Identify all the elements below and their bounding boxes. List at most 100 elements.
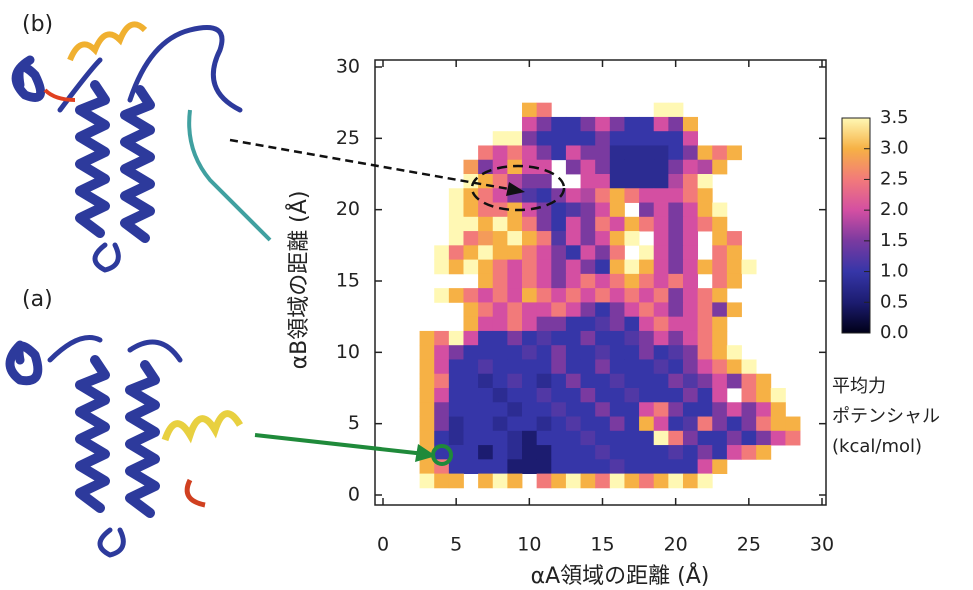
heatmap-cell <box>507 302 522 317</box>
heatmap-cell <box>683 245 698 260</box>
heatmap-cell <box>668 302 683 317</box>
heatmap-cell <box>624 417 639 432</box>
heatmap-cell <box>683 231 698 246</box>
heatmap-cell <box>566 245 581 260</box>
heatmap-cell <box>668 217 683 232</box>
heatmap-cell <box>493 474 508 489</box>
heatmap-cell <box>581 260 596 275</box>
heatmap-cell <box>712 459 727 474</box>
heatmap-cell <box>624 445 639 460</box>
heatmap-cell <box>756 431 771 446</box>
heatmap-cell <box>698 317 713 332</box>
heatmap-cell <box>463 417 478 432</box>
heatmap-cell <box>478 231 493 246</box>
heatmap-cell <box>712 160 727 175</box>
heatmap-cell <box>624 345 639 360</box>
heatmap-cell <box>624 117 639 132</box>
heatmap-cell <box>581 288 596 303</box>
heatmap-cell <box>624 317 639 332</box>
heatmap-cell <box>581 188 596 203</box>
heatmap-cell <box>493 345 508 360</box>
heatmap-cell <box>668 117 683 132</box>
heatmap-cell <box>683 217 698 232</box>
heatmap-cell <box>654 217 669 232</box>
heatmap-cell <box>698 402 713 417</box>
heatmap-cell <box>551 402 566 417</box>
heatmap-cell <box>434 245 449 260</box>
heatmap-cell <box>654 374 669 389</box>
heatmap-cell <box>610 317 625 332</box>
heatmap-cell <box>712 359 727 374</box>
heatmap-cell <box>683 174 698 189</box>
heatmap-cell <box>654 260 669 275</box>
heatmap-cell <box>537 317 552 332</box>
heatmap-cell <box>595 402 610 417</box>
heatmap-cell <box>785 417 800 432</box>
heatmap-cell <box>522 231 537 246</box>
heatmap-cell <box>668 245 683 260</box>
heatmap-cell <box>493 145 508 160</box>
heatmap-cell <box>551 217 566 232</box>
heatmap-cell <box>507 374 522 389</box>
colorbar-tick-label: 1.5 <box>880 230 909 251</box>
heatmap-cell <box>668 417 683 432</box>
heatmap-cell <box>551 274 566 289</box>
heatmap-cell <box>742 359 757 374</box>
heatmap-cell <box>639 374 654 389</box>
heatmap-cell <box>610 274 625 289</box>
heatmap-cell <box>493 374 508 389</box>
heatmap-cell <box>595 431 610 446</box>
heatmap-cell <box>610 260 625 275</box>
heatmap-cell <box>624 274 639 289</box>
heatmap-cell <box>507 245 522 260</box>
heatmap-cell <box>522 459 537 474</box>
heatmap-cell <box>551 131 566 146</box>
heatmap-cell <box>522 145 537 160</box>
heatmap-cell <box>742 445 757 460</box>
heatmap-cell <box>566 374 581 389</box>
heatmap-cell <box>493 231 508 246</box>
heatmap-cell <box>698 445 713 460</box>
heatmap-cell <box>434 402 449 417</box>
heatmap-cell <box>449 203 464 218</box>
heatmap-cell <box>639 459 654 474</box>
heatmap-cell <box>420 388 435 403</box>
heatmap-cell <box>522 188 537 203</box>
y-tick-label: 30 <box>336 56 360 78</box>
colorbar-label: ポテンシャル <box>832 406 940 427</box>
heatmap-cell <box>581 131 596 146</box>
heatmap-cell <box>668 260 683 275</box>
heatmap-cell <box>493 260 508 275</box>
heatmap-cell <box>654 245 669 260</box>
heatmap-cell <box>639 388 654 403</box>
heatmap-cell <box>507 388 522 403</box>
heatmap-cell <box>712 431 727 446</box>
heatmap-cell <box>698 188 713 203</box>
heatmap-cell <box>610 388 625 403</box>
heatmap-cell <box>449 345 464 360</box>
heatmap-cell <box>463 431 478 446</box>
heatmap-cell <box>610 459 625 474</box>
heatmap-cell <box>420 417 435 432</box>
heatmap-cell <box>654 388 669 403</box>
heatmap-cell <box>463 359 478 374</box>
heatmap-cell <box>595 217 610 232</box>
heatmap-cell <box>683 203 698 218</box>
heatmap-cell <box>654 474 669 489</box>
heatmap-cell <box>420 345 435 360</box>
heatmap-cell <box>610 417 625 432</box>
heatmap-cell <box>610 402 625 417</box>
heatmap-cell <box>537 117 552 132</box>
x-tick-label: 0 <box>377 534 389 556</box>
heatmap-cell <box>683 345 698 360</box>
heatmap-cell <box>610 431 625 446</box>
y-tick-label: 10 <box>336 341 360 363</box>
heatmap-cell <box>463 245 478 260</box>
heatmap-cell <box>463 388 478 403</box>
heatmap-cell <box>668 288 683 303</box>
heatmap-cell <box>698 474 713 489</box>
heatmap-cell <box>712 203 727 218</box>
heatmap-cell <box>449 260 464 275</box>
panel-label: (a) <box>22 287 53 312</box>
heatmap-cell <box>478 474 493 489</box>
